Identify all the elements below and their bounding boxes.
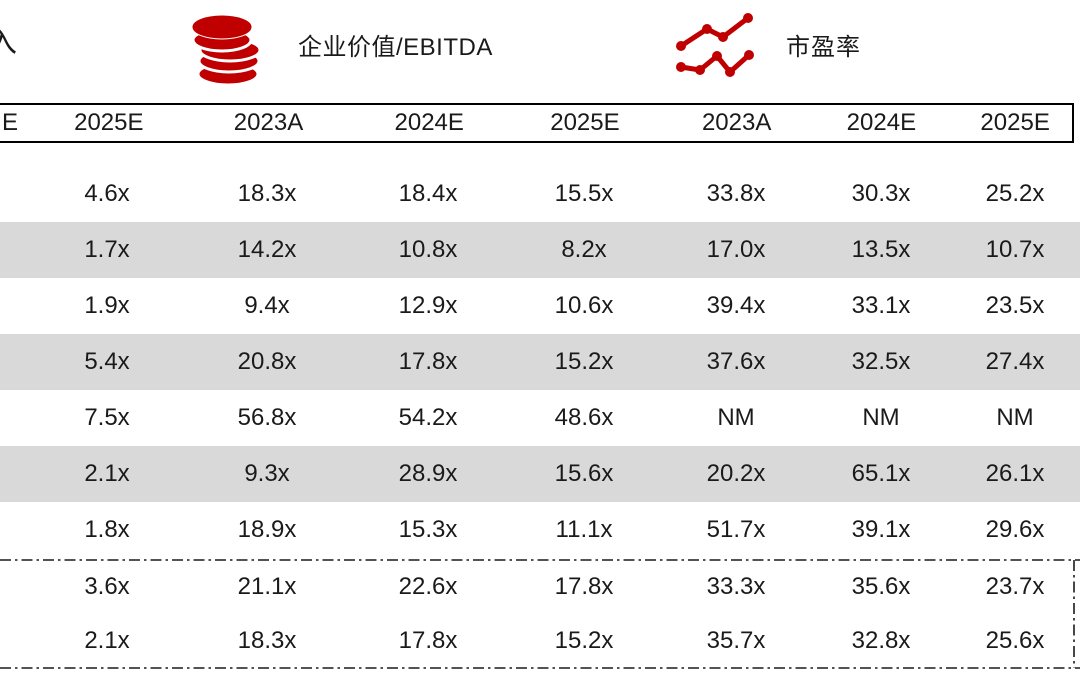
table-cell: 15.5x: [554, 180, 614, 207]
summary-cell: 17.8x: [398, 627, 458, 654]
summary-cell: 23.7x: [985, 573, 1045, 600]
table-cell: 11.1x: [555, 516, 613, 543]
table-cell: 28.9x: [398, 460, 458, 487]
column-header: 2024E: [394, 109, 464, 136]
table-row: 1.7x 14.2x 10.8x 8.2x 17.0x 13.5x 10.7x: [0, 222, 1080, 278]
summary-cell: 18.3x: [237, 627, 297, 654]
summary-row: 2.1x 18.3x 17.8x 15.2x 35.7x 32.8x 25.6x: [0, 614, 1080, 668]
table-cell: 17.8x: [398, 348, 458, 375]
table-cell: 15.2x: [554, 348, 614, 375]
table-cell: 1.7x: [84, 236, 130, 263]
table-cell: 15.6x: [554, 460, 614, 487]
table-row: 5.4x 20.8x 17.8x 15.2x 37.6x 32.5x 27.4x: [0, 334, 1080, 390]
table-cell: 26.1x: [985, 460, 1045, 487]
table-cell: 54.2x: [398, 404, 458, 431]
header-top-border: [0, 103, 1074, 105]
table-cell: 39.4x: [706, 292, 766, 319]
revenue-label-fragment: 入: [0, 26, 17, 59]
table-cell: 18.3x: [237, 180, 297, 207]
summary-cell: 32.8x: [851, 627, 911, 654]
table-cell: 33.8x: [706, 180, 766, 207]
table-row: 7.5x 56.8x 54.2x 48.6x NM NM NM: [0, 390, 1080, 446]
column-header: 2025E: [550, 109, 620, 136]
summary-cell: 33.3x: [706, 573, 766, 600]
ev-ebitda-label: 企业价值/EBITDA: [298, 34, 493, 61]
coins-icon: [191, 14, 262, 93]
summary-cell: 35.7x: [706, 627, 766, 654]
table-header-row: E 2025E 2023A 2024E 2025E 2023A 2024E 20…: [0, 103, 1080, 143]
summary-section: 3.6x 21.1x 22.6x 17.8x 33.3x 35.6x 23.7x…: [0, 560, 1080, 668]
summary-cell: 21.1x: [237, 573, 297, 600]
table-cell: 18.4x: [398, 180, 458, 207]
table-cell: 20.2x: [706, 460, 766, 487]
table-cell: 10.6x: [554, 292, 614, 319]
table-cell: 9.4x: [244, 292, 290, 319]
summary-cell: 22.6x: [398, 573, 458, 600]
table-cell: 37.6x: [706, 348, 766, 375]
column-header: 2025E: [74, 109, 144, 136]
table-cell: 1.8x: [84, 516, 130, 543]
table-cell: 7.5x: [84, 404, 130, 431]
table-row: 2.1x 9.3x 28.9x 15.6x 20.2x 65.1x 26.1x: [0, 446, 1080, 502]
summary-cell: 17.8x: [554, 573, 614, 600]
table-cell: 1.9x: [84, 292, 130, 319]
table-cell: 65.1x: [851, 460, 911, 487]
summary-row: 3.6x 21.1x 22.6x 17.8x 33.3x 35.6x 23.7x: [0, 560, 1080, 614]
table-cell: 13.5x: [851, 236, 911, 263]
table-cell: 29.6x: [985, 516, 1045, 543]
line-chart-icon: [676, 10, 754, 83]
pe-ratio-label: 市盈率: [786, 34, 861, 61]
table-cell: 32.5x: [851, 348, 911, 375]
table-row: 1.9x 9.4x 12.9x 10.6x 39.4x 33.1x 23.5x: [0, 278, 1080, 334]
table-cell: 20.8x: [237, 348, 297, 375]
table-cell: 12.9x: [398, 292, 458, 319]
table-cell: 10.7x: [985, 236, 1045, 263]
table-cell: 14.2x: [237, 236, 297, 263]
table-cell: NM: [862, 404, 900, 431]
table-cell: 4.6x: [84, 180, 130, 207]
table-body: 4.6x 18.3x 18.4x 15.5x 33.8x 30.3x 25.2x…: [0, 166, 1080, 558]
table-cell: 18.9x: [237, 516, 297, 543]
legend-bar: 入 企业价值/EBITDA: [0, 0, 1080, 100]
table-row: 1.8x 18.9x 15.3x 11.1x 51.7x 39.1x 29.6x: [0, 502, 1080, 558]
summary-cell: 35.6x: [851, 573, 911, 600]
table-cell: 15.3x: [398, 516, 458, 543]
table-cell: 51.7x: [706, 516, 766, 543]
table-cell: 9.3x: [244, 460, 290, 487]
table-cell: 8.2x: [561, 236, 607, 263]
table-cell: 25.2x: [985, 180, 1045, 207]
column-header: 2023A: [233, 109, 304, 136]
table-cell: 27.4x: [985, 348, 1045, 375]
column-header: 2023A: [701, 109, 772, 136]
column-header: 2025E: [980, 109, 1050, 136]
summary-cell: 25.6x: [985, 627, 1045, 654]
table-cell: 56.8x: [237, 404, 297, 431]
table-cell: 10.8x: [398, 236, 458, 263]
table-cell: 39.1x: [851, 516, 911, 543]
header-fragment: E: [2, 109, 19, 136]
table-cell: 5.4x: [84, 348, 130, 375]
summary-cell: 15.2x: [554, 627, 614, 654]
column-header: 2024E: [846, 109, 917, 136]
table-cell: NM: [717, 404, 755, 431]
table-row: 4.6x 18.3x 18.4x 15.5x 33.8x 30.3x 25.2x: [0, 166, 1080, 222]
summary-cell: 2.1x: [84, 627, 130, 654]
table-cell: NM: [996, 404, 1034, 431]
summary-cell: 3.6x: [84, 573, 130, 600]
header-bottom-border: [0, 141, 1074, 143]
table-cell: 33.1x: [851, 292, 911, 319]
table-cell: 48.6x: [554, 404, 614, 431]
table-cell: 30.3x: [851, 180, 911, 207]
table-cell: 2.1x: [84, 460, 130, 487]
header-right-border: [1072, 103, 1074, 143]
table-cell: 23.5x: [985, 292, 1045, 319]
table-cell: 17.0x: [706, 236, 766, 263]
